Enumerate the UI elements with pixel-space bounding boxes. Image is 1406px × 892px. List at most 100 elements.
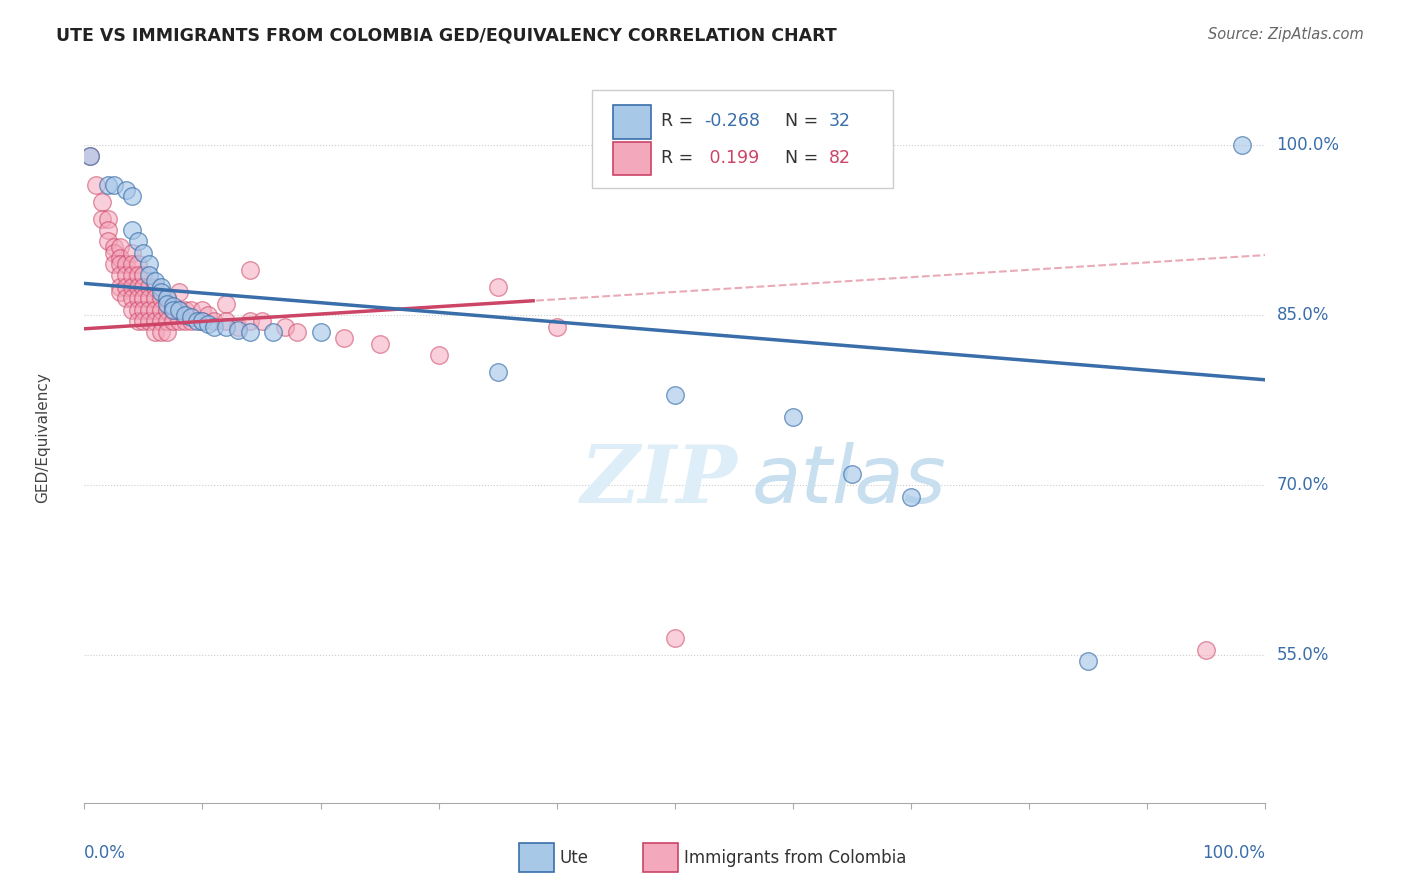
Point xyxy=(782,410,804,425)
Point xyxy=(143,280,166,294)
Text: atlas: atlas xyxy=(752,442,946,520)
FancyBboxPatch shape xyxy=(613,105,651,138)
Point xyxy=(167,302,190,317)
Point xyxy=(138,302,160,317)
Text: 100.0%: 100.0% xyxy=(1277,136,1340,154)
Point xyxy=(150,302,173,317)
Point xyxy=(162,302,184,317)
Point xyxy=(84,178,107,192)
Point xyxy=(427,348,450,362)
Point xyxy=(121,291,143,305)
Point xyxy=(121,189,143,203)
Point xyxy=(97,211,120,226)
Point xyxy=(143,291,166,305)
Point xyxy=(156,302,179,317)
Point xyxy=(91,194,114,209)
Point xyxy=(103,257,125,271)
Point xyxy=(226,323,249,337)
Point xyxy=(186,314,208,328)
Point xyxy=(191,314,214,328)
Point xyxy=(173,308,195,322)
Point xyxy=(167,302,190,317)
Text: Immigrants from Colombia: Immigrants from Colombia xyxy=(685,848,907,867)
Point xyxy=(132,291,155,305)
Text: 100.0%: 100.0% xyxy=(1202,845,1265,863)
FancyBboxPatch shape xyxy=(613,142,651,175)
Point xyxy=(150,314,173,328)
Point xyxy=(180,314,202,328)
Point xyxy=(215,319,238,334)
Point xyxy=(162,299,184,313)
Point xyxy=(127,291,149,305)
Point xyxy=(97,178,120,192)
Point xyxy=(150,285,173,300)
Point xyxy=(197,318,219,332)
Point xyxy=(97,223,120,237)
Text: N =: N = xyxy=(785,112,824,130)
Point xyxy=(150,291,173,305)
Point xyxy=(114,268,136,283)
Point xyxy=(180,302,202,317)
Point xyxy=(138,291,160,305)
Point xyxy=(127,268,149,283)
Point xyxy=(239,314,262,328)
Text: UTE VS IMMIGRANTS FROM COLOMBIA GED/EQUIVALENCY CORRELATION CHART: UTE VS IMMIGRANTS FROM COLOMBIA GED/EQUI… xyxy=(56,27,837,45)
Point xyxy=(121,280,143,294)
Point xyxy=(108,252,131,266)
Point xyxy=(156,291,179,305)
Point xyxy=(132,245,155,260)
Point xyxy=(191,314,214,328)
Point xyxy=(127,235,149,249)
Point xyxy=(156,314,179,328)
Point xyxy=(841,467,863,481)
Point xyxy=(138,257,160,271)
Point xyxy=(1195,642,1218,657)
Text: 0.199: 0.199 xyxy=(704,149,759,167)
Point xyxy=(150,280,173,294)
Point xyxy=(127,257,149,271)
Point xyxy=(121,268,143,283)
Point xyxy=(79,149,101,163)
Text: -0.268: -0.268 xyxy=(704,112,761,130)
Point xyxy=(121,245,143,260)
FancyBboxPatch shape xyxy=(643,843,679,872)
Point xyxy=(215,314,238,328)
Point xyxy=(108,257,131,271)
Point xyxy=(156,297,179,311)
Point xyxy=(114,291,136,305)
Point xyxy=(108,240,131,254)
Point xyxy=(156,291,179,305)
Point xyxy=(202,319,225,334)
Text: 32: 32 xyxy=(828,112,851,130)
Point xyxy=(97,235,120,249)
Point xyxy=(239,262,262,277)
Point xyxy=(108,268,131,283)
Point xyxy=(546,319,568,334)
Point xyxy=(250,314,273,328)
Text: 0.0%: 0.0% xyxy=(84,845,127,863)
Point xyxy=(262,325,284,339)
Point xyxy=(143,302,166,317)
Point xyxy=(215,297,238,311)
Text: 82: 82 xyxy=(828,149,851,167)
Point xyxy=(132,280,155,294)
Point xyxy=(114,280,136,294)
Point xyxy=(79,149,101,163)
Point xyxy=(103,178,125,192)
Text: N =: N = xyxy=(785,149,824,167)
Point xyxy=(167,285,190,300)
Point xyxy=(226,319,249,334)
Text: 70.0%: 70.0% xyxy=(1277,476,1329,494)
Point xyxy=(173,302,195,317)
Point xyxy=(127,314,149,328)
Text: 85.0%: 85.0% xyxy=(1277,306,1329,324)
Point xyxy=(121,223,143,237)
Point xyxy=(114,183,136,197)
Point xyxy=(121,302,143,317)
Text: 55.0%: 55.0% xyxy=(1277,647,1329,665)
Point xyxy=(486,365,509,379)
Point xyxy=(664,632,686,646)
Point xyxy=(138,280,160,294)
Point xyxy=(664,387,686,401)
Point xyxy=(114,257,136,271)
